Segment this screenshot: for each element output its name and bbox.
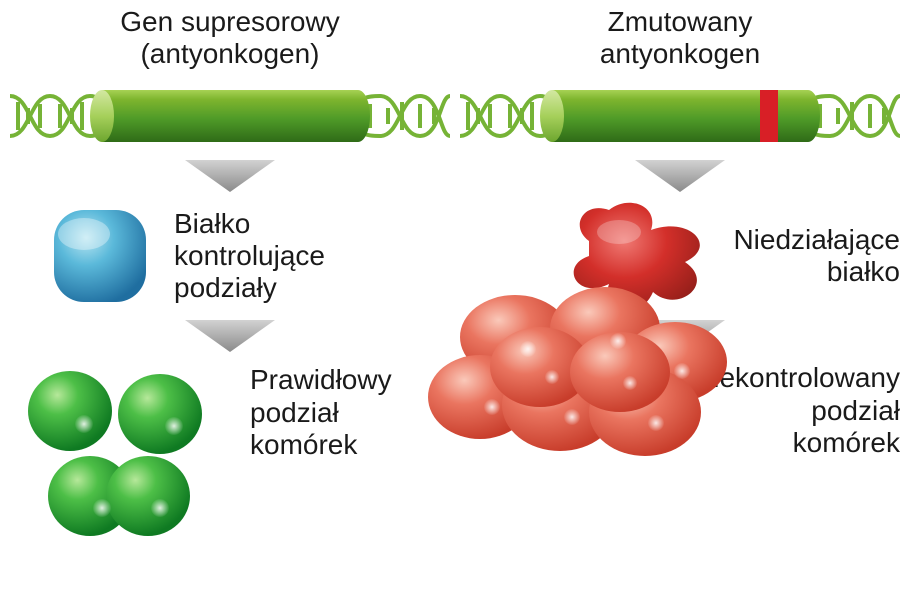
left-title-line2: (antyonkogen): [140, 38, 319, 69]
down-arrow-icon: [185, 160, 275, 192]
left-title-line1: Gen supresorowy: [120, 6, 339, 37]
right-column: Zmutowany antyonkogen: [460, 0, 900, 459]
mutation-band: [760, 90, 778, 142]
down-arrow-icon: [185, 320, 275, 352]
down-arrow-icon: [635, 160, 725, 192]
right-title: Zmutowany antyonkogen: [600, 6, 760, 70]
left-protein-label: Białko kontrolujące podziały: [174, 208, 325, 305]
dna-gene-normal-icon: [10, 76, 450, 156]
functional-protein-icon: [40, 196, 160, 316]
normal-cells-icon: [10, 356, 240, 546]
left-cells-row: Prawidłowy podział komórek: [10, 356, 450, 546]
right-gene: [460, 76, 900, 156]
left-title: Gen supresorowy (antyonkogen): [120, 6, 339, 70]
left-gene: [10, 76, 450, 156]
right-title-line2: antyonkogen: [600, 38, 760, 69]
left-cells-label: Prawidłowy podział komórek: [250, 364, 392, 461]
right-title-line1: Zmutowany: [608, 6, 753, 37]
right-protein-label: Niedziałające białko: [733, 224, 900, 288]
left-protein-row: Białko kontrolujące podziały: [10, 196, 450, 316]
left-column: Gen supresorowy (antyonkogen): [10, 0, 450, 546]
uncontrolled-cells-icon: [420, 267, 740, 467]
dna-gene-mutated-icon: [460, 76, 900, 156]
